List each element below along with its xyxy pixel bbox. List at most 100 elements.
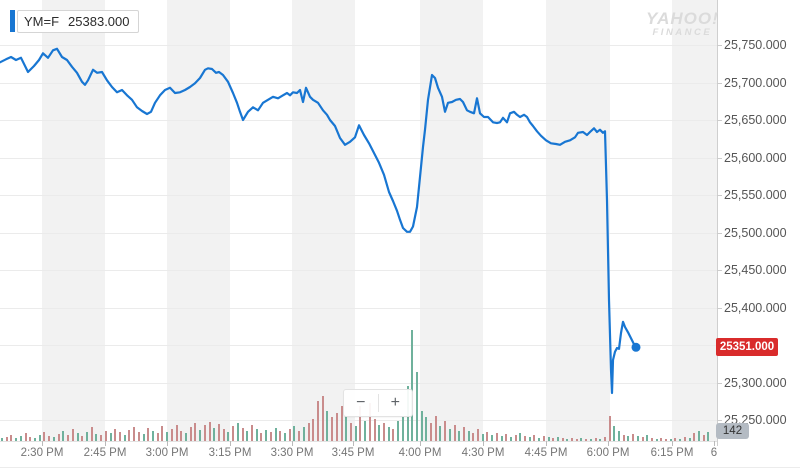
time-band <box>420 0 483 441</box>
gridline <box>0 120 717 121</box>
last-price-dot <box>631 342 641 352</box>
watermark-finance: FINANCE <box>652 27 713 38</box>
volume-badge: 142 <box>716 423 749 439</box>
symbol-label: YM=F <box>24 14 60 29</box>
volume-bar <box>538 438 540 441</box>
volume-bar <box>176 425 178 441</box>
volume-bar <box>95 434 97 441</box>
volume-bar <box>223 429 225 441</box>
volume-bar <box>557 437 559 441</box>
volume-bar <box>161 426 163 441</box>
x-tick <box>608 441 609 446</box>
volume-bar <box>472 433 474 441</box>
y-tick <box>717 158 722 159</box>
volume-bar <box>25 433 27 441</box>
volume-bar <box>67 435 69 441</box>
chart-plot-area[interactable] <box>0 0 717 441</box>
x-axis-label: 6:15 PM <box>650 447 694 459</box>
volume-bar <box>468 431 470 441</box>
volume-bar <box>576 439 578 441</box>
volume-bar <box>670 439 672 441</box>
volume-bar <box>110 433 112 441</box>
volume-bar <box>496 433 498 441</box>
volume-bar <box>632 434 634 441</box>
volume-bar <box>194 423 196 441</box>
x-axis-label: 4:00 PM <box>398 447 442 459</box>
volume-bar <box>590 439 592 441</box>
time-band <box>292 0 355 441</box>
volume-bar <box>260 433 262 441</box>
volume-bar <box>345 416 347 441</box>
x-tick <box>546 441 547 446</box>
x-tick <box>483 441 484 446</box>
volume-bar <box>270 432 272 441</box>
series-swatch <box>10 10 15 32</box>
volume-bar <box>91 427 93 441</box>
zoom-in-button[interactable]: + <box>379 390 413 416</box>
x-axis-label: 2:45 PM <box>83 447 127 459</box>
y-tick <box>717 420 722 421</box>
volume-bar <box>449 429 451 441</box>
volume-bar <box>81 436 83 441</box>
gridline <box>0 270 717 271</box>
volume-bar <box>501 436 503 441</box>
x-axis-line <box>0 441 717 442</box>
volume-bar <box>72 429 74 441</box>
volume-bar <box>566 439 568 441</box>
volume-bar <box>166 432 168 441</box>
volume-bar <box>543 436 545 441</box>
volume-bar <box>430 423 432 441</box>
x-tick <box>353 441 354 446</box>
volume-bar <box>218 424 220 441</box>
y-axis-label: 25,300.000 <box>724 376 787 390</box>
volume-bar <box>58 434 60 441</box>
time-band <box>546 0 610 441</box>
volume-bar <box>604 437 606 441</box>
volume-bar <box>265 430 267 441</box>
volume-bar <box>388 427 390 441</box>
zoom-controls: − + <box>343 389 413 417</box>
volume-bar <box>303 427 305 441</box>
price-line-layer <box>0 47 641 395</box>
volume-bar <box>34 438 36 441</box>
volume-bar <box>703 435 705 441</box>
volume-bar <box>411 330 413 441</box>
volume-bar <box>665 439 667 441</box>
volume-bar <box>326 411 328 441</box>
y-tick <box>717 195 722 196</box>
current-price-badge: 25351.000 <box>716 338 778 356</box>
volume-bar <box>369 403 371 441</box>
y-tick <box>717 45 722 46</box>
volume-bar <box>651 438 653 441</box>
legend-tooltip: YM=F 25383.000 <box>10 10 139 33</box>
volume-bar <box>402 417 404 441</box>
volume-bar <box>350 423 352 441</box>
y-tick <box>717 120 722 121</box>
zoom-out-button[interactable]: − <box>344 390 378 416</box>
x-axis-label: 6 <box>710 447 718 459</box>
volume-bar <box>491 435 493 441</box>
volume-bar <box>147 428 149 441</box>
volume-bar <box>331 417 333 441</box>
volume-bar <box>689 438 691 441</box>
volume-bar <box>133 427 135 441</box>
volume-bar <box>435 416 437 441</box>
volume-bar <box>458 431 460 441</box>
volume-bar <box>86 432 88 441</box>
volume-bar <box>383 423 385 441</box>
volume-bar <box>114 429 116 441</box>
volume-bar <box>660 438 662 441</box>
volume-bar <box>242 428 244 441</box>
x-axis-label: 3:00 PM <box>145 447 189 459</box>
volume-bar <box>425 417 427 441</box>
volume-bar <box>15 438 17 441</box>
y-axis-label: 25,400.000 <box>724 301 787 315</box>
volume-bar <box>199 430 201 441</box>
gridline <box>0 45 717 46</box>
volume-bar <box>39 435 41 441</box>
volume-bar <box>580 438 582 441</box>
volume-bar <box>279 431 281 441</box>
x-tick <box>292 441 293 446</box>
volume-bar <box>355 426 357 441</box>
